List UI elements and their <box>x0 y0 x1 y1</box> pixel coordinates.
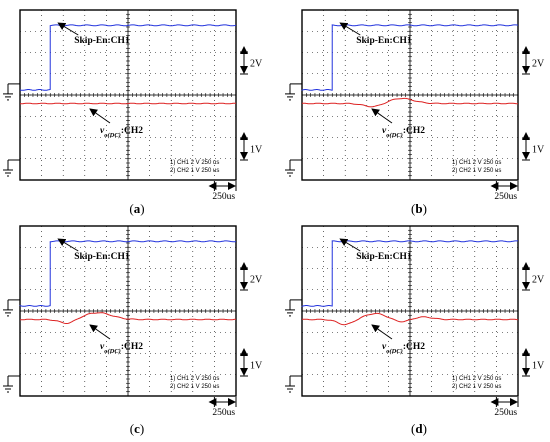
scale-readout: 1) CH1 2 V 250 us <box>170 376 219 382</box>
ch1-volt-scale-label: 2V <box>532 59 545 70</box>
scope-panel-3: Skip-En:CH1 vo(DC):CH2 1) CH1 2 V 250 us 2)… <box>3 225 263 436</box>
ch2-arrow <box>371 108 393 124</box>
ch2-trace <box>19 312 237 324</box>
ch2-label: vo(DC):CH2 <box>100 342 143 355</box>
ch1-volt-scale-label: 2V <box>532 275 545 286</box>
ch1-trace <box>19 240 237 307</box>
ch1-label: Skip-En:CH1 <box>356 36 412 46</box>
ch1-trace <box>301 24 519 91</box>
ch2-trace <box>302 97 518 108</box>
ch1-arrow <box>339 22 361 36</box>
scope-panel-2: Skip-En:CH1 vo(DC):CH2 1) CH1 2 V 250 us 2)… <box>285 9 545 216</box>
ch2-trace <box>20 102 236 105</box>
ch2-label: vo(DC):CH2 <box>100 126 143 139</box>
ch1-label: Skip-En:CH1 <box>356 252 412 262</box>
time-scale-label: 250us <box>212 408 235 418</box>
panel-label: (c) <box>130 421 144 436</box>
ch1-label: Skip-En:CH1 <box>74 252 130 262</box>
scale-readout: 2) CH2 1 V 250 us <box>170 168 219 174</box>
scale-readout: 2) CH2 1 V 250 us <box>452 168 501 174</box>
panel-label: (a) <box>129 201 144 216</box>
ch1-arrow <box>57 238 79 252</box>
scope-panel-4: Skip-En:CH1 vo(DC):CH2 1) CH1 2 V 250 us 2)… <box>285 225 545 436</box>
ch2-trace <box>301 312 519 326</box>
ch1-trace <box>19 24 237 91</box>
scale-readout: 2) CH2 1 V 250 us <box>452 384 501 390</box>
ch2-volt-scale-label: 1V <box>250 361 263 372</box>
scale-readout: 1) CH1 2 V 250 us <box>452 160 501 166</box>
ch2-volt-scale-label: 1V <box>532 361 545 372</box>
panel-label: (b) <box>411 201 427 216</box>
ch2-label: vo(DC):CH2 <box>382 342 425 355</box>
ch1-volt-scale-label: 2V <box>250 59 263 70</box>
ch1-volt-scale-label: 2V <box>250 275 263 286</box>
ch1-trace <box>301 240 518 307</box>
ch1-label: Skip-En:CH1 <box>74 36 130 46</box>
scale-readout: 1) CH1 2 V 250 us <box>452 376 501 382</box>
ch1-arrow <box>57 22 79 36</box>
ch2-arrow <box>89 324 111 340</box>
scale-readout: 1) CH1 2 V 250 us <box>170 160 219 166</box>
time-scale-label: 250us <box>494 192 517 202</box>
panel-label: (d) <box>411 421 427 436</box>
ch2-volt-scale-label: 1V <box>532 145 545 156</box>
scale-readout: 2) CH2 1 V 250 us <box>170 384 219 390</box>
ch2-arrow <box>371 324 393 340</box>
ch2-volt-scale-label: 1V <box>250 145 263 156</box>
ch1-arrow <box>339 238 361 252</box>
time-scale-label: 250us <box>494 408 517 418</box>
ch2-arrow <box>89 108 111 124</box>
ch2-label: vo(DC):CH2 <box>382 126 425 139</box>
time-scale-label: 250us <box>212 192 235 202</box>
scope-panel-1: Skip-En:CH1 vo(DC):CH2 1) CH1 2 V 250 us 2)… <box>3 9 263 216</box>
